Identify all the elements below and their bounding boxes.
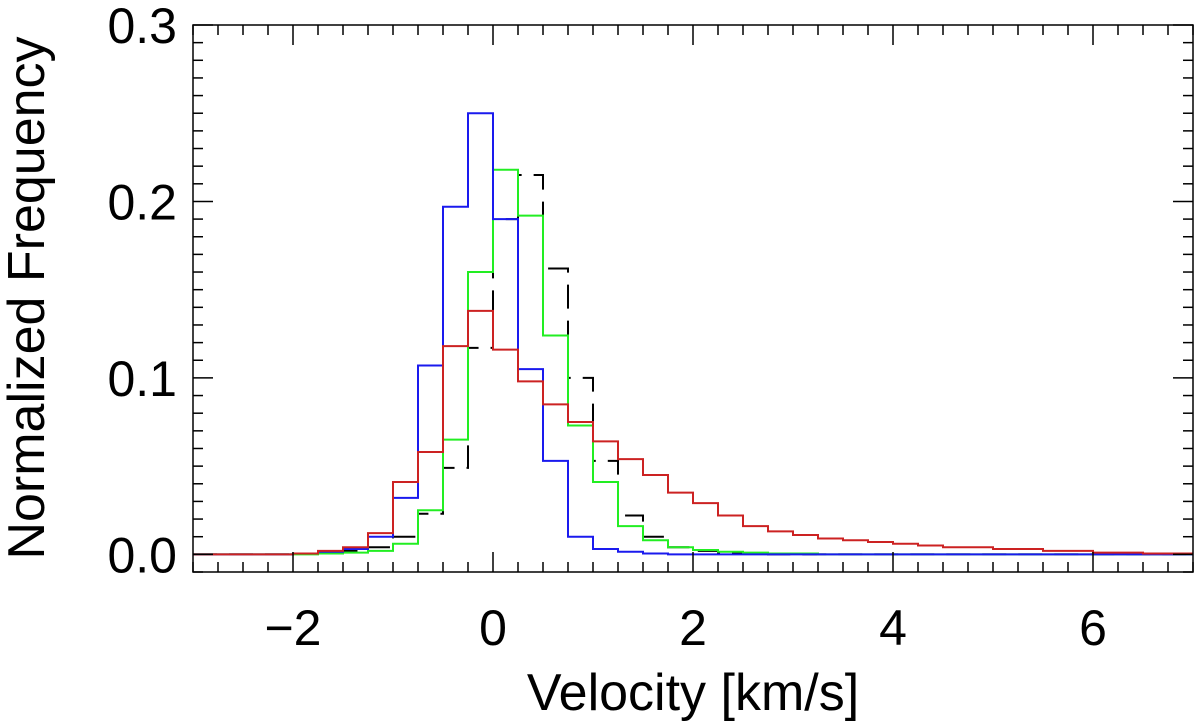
series-layer [193, 112, 1193, 556]
ticks-layer: −2 0 2 4 6 0.0 0.1 0.2 0.3 [107, 0, 1194, 656]
x-tick-label: 0 [479, 600, 507, 656]
y-axis-title: Normalized Frequency [0, 36, 56, 559]
y-tick-label: 0.3 [107, 0, 177, 54]
x-axis-title: Velocity [km/s] [527, 664, 859, 722]
y-tick-label: 0.2 [107, 174, 177, 230]
x-tick-label: 6 [1079, 600, 1107, 656]
x-tick-label: 2 [679, 600, 707, 656]
plot-frame [192, 24, 1194, 573]
y-tick-label: 0.0 [107, 527, 177, 583]
x-tick-label: −2 [264, 600, 321, 656]
y-tick-label: 0.1 [107, 351, 177, 407]
series-blue-line [193, 112, 1193, 556]
x-tick-label: 4 [879, 600, 907, 656]
series-black-line [193, 173, 1193, 556]
series-red-line [193, 309, 1193, 556]
